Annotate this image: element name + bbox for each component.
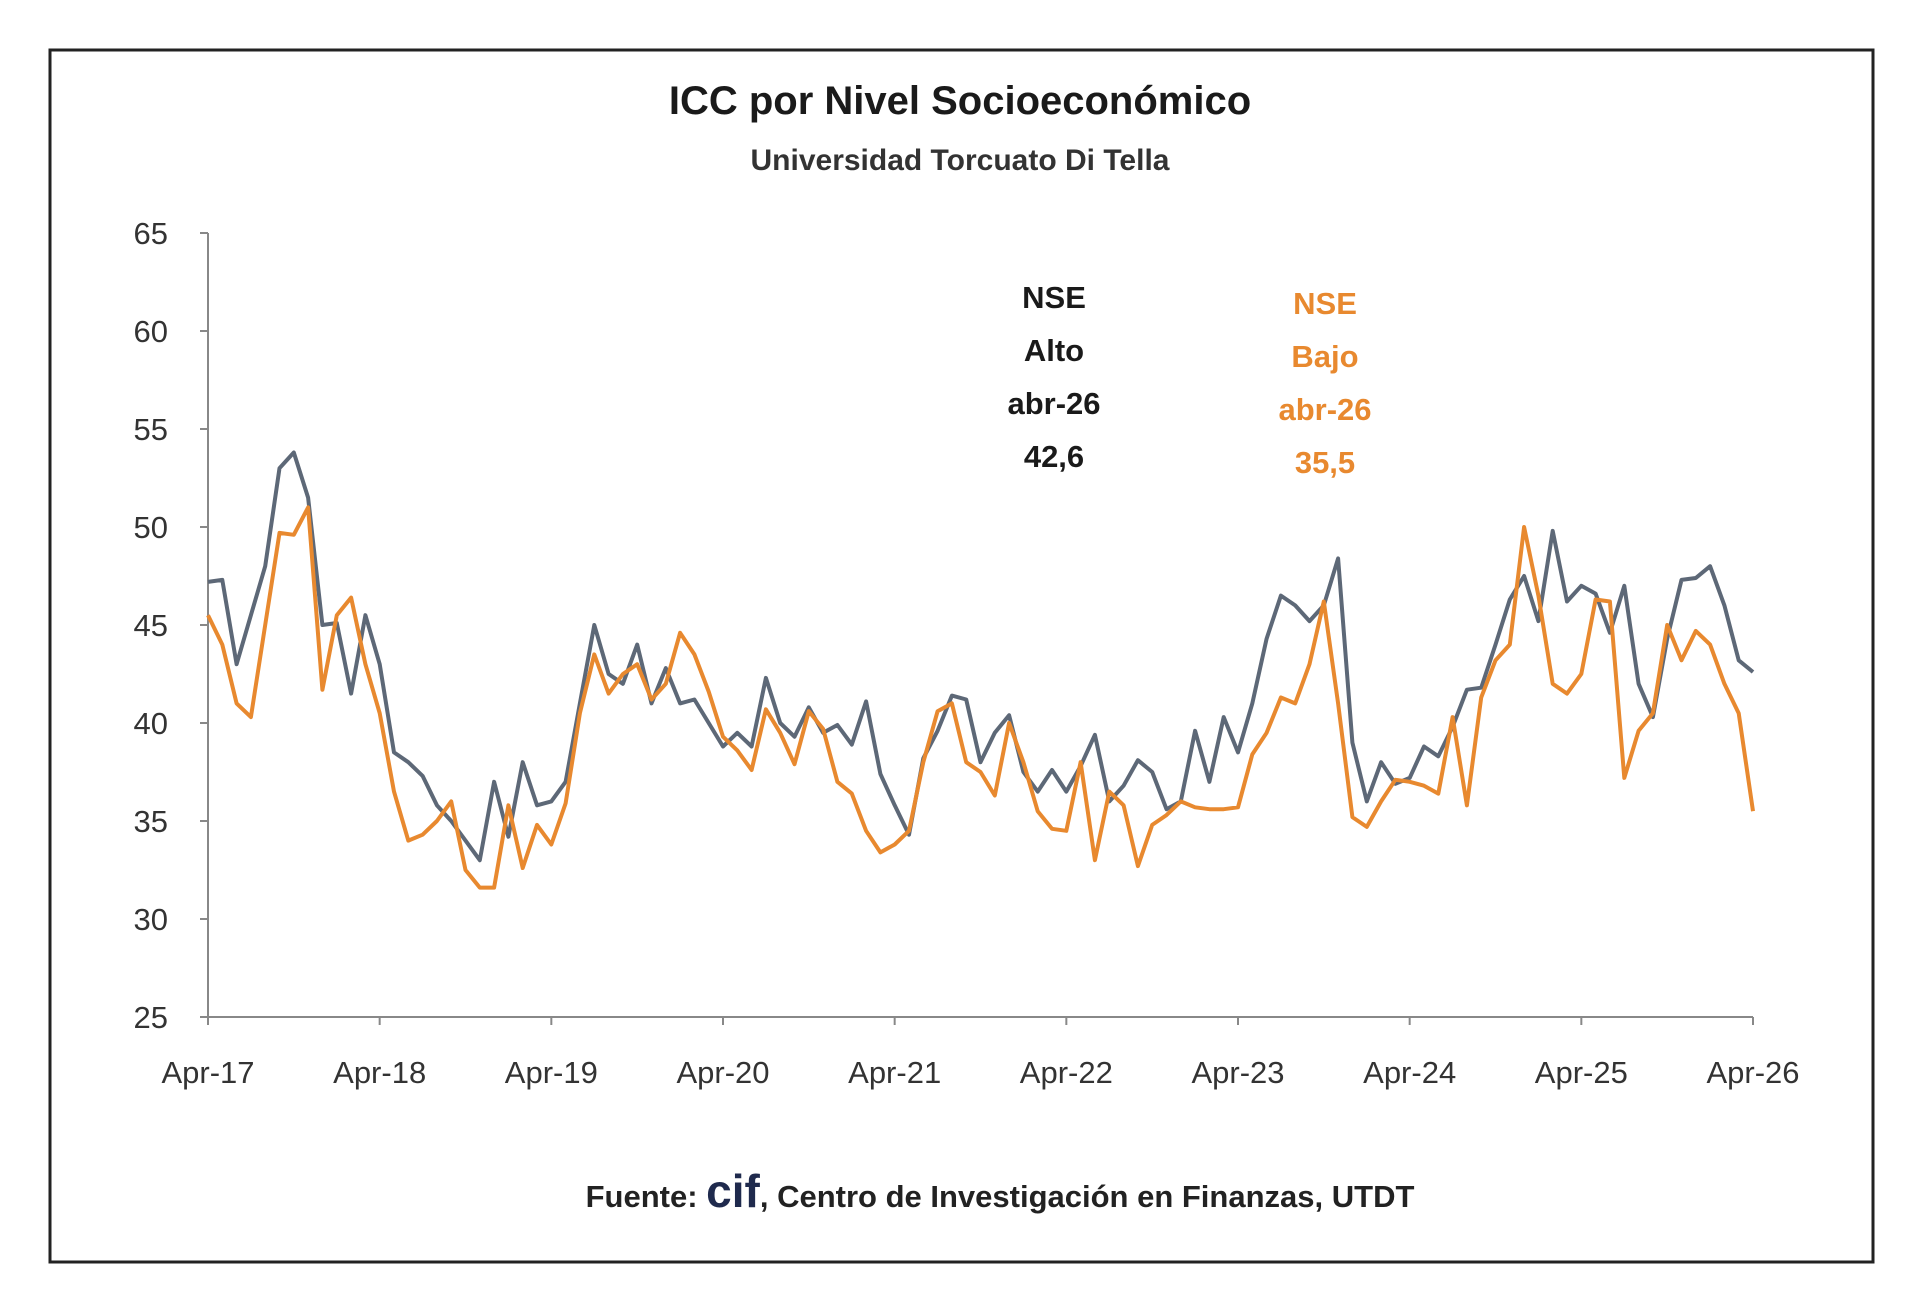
- y-tick-label: 55: [134, 412, 168, 447]
- annotation-text: abr-26: [1007, 386, 1100, 421]
- chart-subtitle: Universidad Torcuato Di Tella: [751, 144, 1170, 177]
- x-tick-label: Apr-20: [676, 1055, 769, 1090]
- series-line-0: [207, 450, 1755, 863]
- annotation-text: Bajo: [1291, 339, 1358, 374]
- source-note: Fuente: cif, Centro de Investigación en …: [586, 1165, 1415, 1217]
- x-tick-label: Apr-18: [333, 1055, 426, 1090]
- y-tick-label: 50: [134, 510, 168, 545]
- cif-logo: cif: [706, 1165, 760, 1217]
- annotation-text: Alto: [1024, 333, 1084, 368]
- chart-title: ICC por Nivel Socioeconómico: [669, 79, 1251, 123]
- series-line-1: [206, 505, 1755, 890]
- y-tick-label: 30: [134, 902, 168, 937]
- annotation-text: NSE: [1022, 280, 1086, 315]
- series-lines: [206, 450, 1755, 890]
- source-text: , Centro de Investigación en Finanzas, U…: [760, 1179, 1415, 1214]
- annotation-text: 42,6: [1024, 439, 1084, 474]
- x-tick-label: Apr-26: [1706, 1055, 1799, 1090]
- annotation-text: abr-26: [1278, 392, 1371, 427]
- source-prefix: Fuente:: [586, 1179, 707, 1214]
- y-tick-label: 45: [134, 608, 168, 643]
- axes: 65 60 55 50 45 40 35 30 25 Apr-17 Apr-18 Apr-19 Apr-…: [134, 216, 1800, 1090]
- y-tick-label: 60: [134, 314, 168, 349]
- x-tick-label: Apr-25: [1535, 1055, 1628, 1090]
- chart-frame: [48, 48, 1875, 1264]
- x-tick-label: Apr-22: [1020, 1055, 1113, 1090]
- x-tick-label: Apr-21: [848, 1055, 941, 1090]
- x-tick-label: Apr-23: [1191, 1055, 1284, 1090]
- y-tick-label: 65: [134, 216, 168, 251]
- annotation-text: NSE: [1293, 286, 1357, 321]
- x-tick-label: Apr-19: [505, 1055, 598, 1090]
- x-tick-label: Apr-17: [161, 1055, 254, 1090]
- y-tick-label: 35: [134, 804, 168, 839]
- annotations: NSE Alto abr-26 42,6 NSE Bajo abr-26 35,5: [1007, 280, 1371, 480]
- x-tick-label: Apr-24: [1363, 1055, 1456, 1090]
- y-tick-label: 25: [134, 1000, 168, 1035]
- annotation-text: 35,5: [1295, 445, 1355, 480]
- y-tick-label: 40: [134, 706, 168, 741]
